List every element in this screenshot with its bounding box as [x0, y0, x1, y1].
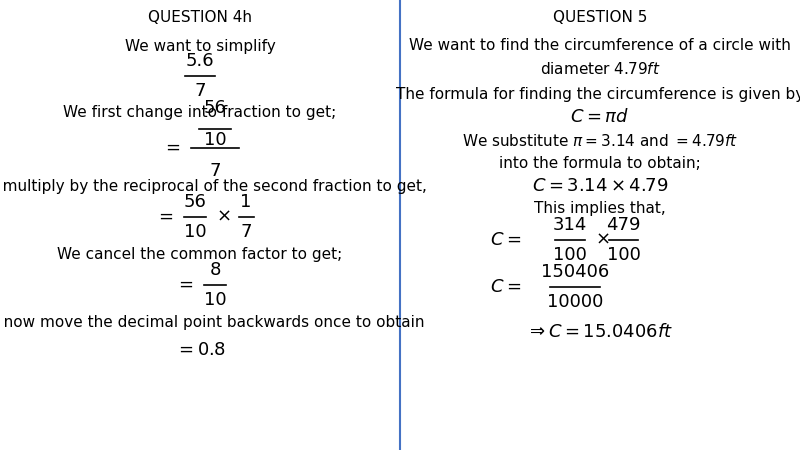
- Text: This implies that,: This implies that,: [534, 201, 666, 216]
- Text: 5.6: 5.6: [186, 52, 214, 70]
- Text: 7: 7: [240, 223, 252, 241]
- Text: $C =$: $C =$: [490, 231, 522, 249]
- Text: QUESTION 4h: QUESTION 4h: [148, 10, 252, 26]
- Text: 10: 10: [184, 223, 206, 241]
- Text: $= 0.8$: $= 0.8$: [174, 341, 226, 359]
- Text: We want to simplify: We want to simplify: [125, 39, 275, 54]
- Text: $C = 3.14 \times 4.79$: $C = 3.14 \times 4.79$: [532, 177, 668, 195]
- Text: 10000: 10000: [547, 293, 603, 311]
- Text: 1: 1: [241, 193, 252, 211]
- Text: We now move the decimal point backwards once to obtain: We now move the decimal point backwards …: [0, 315, 425, 329]
- Text: diameter $4.79ft$: diameter $4.79ft$: [540, 61, 660, 77]
- Text: 314: 314: [553, 216, 587, 234]
- Text: 100: 100: [553, 246, 587, 264]
- Text: We substitute $\pi = 3.14$ and $= 4.79ft$: We substitute $\pi = 3.14$ and $= 4.79ft…: [462, 133, 738, 149]
- Text: into the formula to obtain;: into the formula to obtain;: [499, 156, 701, 171]
- Text: The formula for finding the circumference is given by: The formula for finding the circumferenc…: [396, 86, 800, 102]
- Text: 7: 7: [210, 162, 221, 180]
- Text: 8: 8: [210, 261, 221, 279]
- Text: We first change into fraction to get;: We first change into fraction to get;: [63, 105, 337, 121]
- Text: 100: 100: [606, 246, 640, 264]
- Text: We cancel the common factor to get;: We cancel the common factor to get;: [58, 247, 342, 261]
- Text: 150406: 150406: [541, 263, 609, 281]
- Text: QUESTION 5: QUESTION 5: [553, 10, 647, 26]
- Text: We multiply by the reciprocal of the second fraction to get,: We multiply by the reciprocal of the sec…: [0, 179, 426, 194]
- Text: =: =: [166, 139, 181, 157]
- Text: $\Rightarrow C = 15.0406ft$: $\Rightarrow C = 15.0406ft$: [526, 323, 674, 341]
- Text: $C =$: $C =$: [490, 278, 522, 296]
- Text: 10: 10: [204, 131, 226, 149]
- Text: 56: 56: [203, 99, 226, 117]
- Text: We want to find the circumference of a circle with: We want to find the circumference of a c…: [409, 39, 791, 54]
- Text: 479: 479: [606, 216, 641, 234]
- Text: =: =: [158, 208, 174, 226]
- Text: 7: 7: [194, 82, 206, 100]
- Text: $C = \pi d$: $C = \pi d$: [570, 108, 630, 126]
- Text: ×: ×: [595, 231, 610, 249]
- Text: 10: 10: [204, 291, 226, 309]
- Text: =: =: [178, 276, 194, 294]
- Text: 56: 56: [183, 193, 206, 211]
- Text: ×: ×: [217, 208, 232, 226]
